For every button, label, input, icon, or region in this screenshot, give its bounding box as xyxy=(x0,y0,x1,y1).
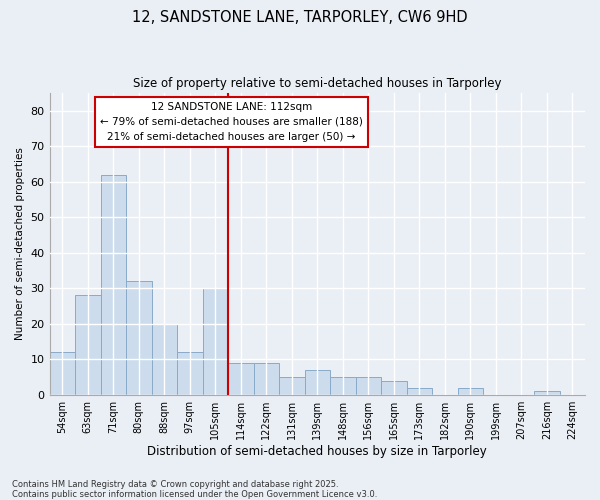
Y-axis label: Number of semi-detached properties: Number of semi-detached properties xyxy=(15,148,25,340)
Bar xyxy=(152,324,177,394)
Bar xyxy=(458,388,483,394)
Bar xyxy=(203,288,228,395)
Bar xyxy=(279,377,305,394)
Bar xyxy=(50,352,75,395)
Text: Contains HM Land Registry data © Crown copyright and database right 2025.
Contai: Contains HM Land Registry data © Crown c… xyxy=(12,480,377,499)
Bar xyxy=(254,363,279,394)
Title: Size of property relative to semi-detached houses in Tarporley: Size of property relative to semi-detach… xyxy=(133,78,502,90)
Bar xyxy=(126,281,152,394)
Text: 12, SANDSTONE LANE, TARPORLEY, CW6 9HD: 12, SANDSTONE LANE, TARPORLEY, CW6 9HD xyxy=(132,10,468,25)
Bar xyxy=(177,352,203,395)
Bar xyxy=(330,377,356,394)
Bar xyxy=(534,391,560,394)
Bar xyxy=(407,388,432,394)
Bar xyxy=(305,370,330,394)
Bar xyxy=(228,363,254,394)
Bar xyxy=(356,377,381,394)
Bar xyxy=(101,174,126,394)
Bar xyxy=(381,380,407,394)
X-axis label: Distribution of semi-detached houses by size in Tarporley: Distribution of semi-detached houses by … xyxy=(148,444,487,458)
Text: 12 SANDSTONE LANE: 112sqm
← 79% of semi-detached houses are smaller (188)
21% of: 12 SANDSTONE LANE: 112sqm ← 79% of semi-… xyxy=(100,102,363,142)
Bar xyxy=(75,296,101,394)
